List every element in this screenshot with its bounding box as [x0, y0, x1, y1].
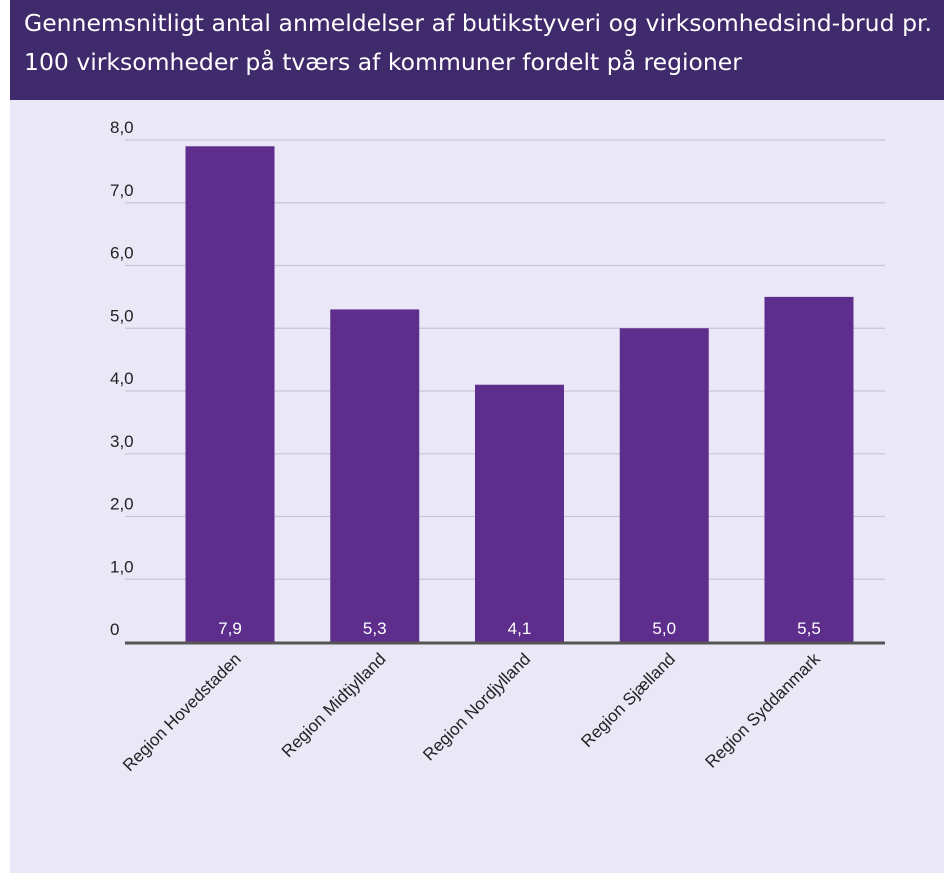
y-tick-label: 1,0	[110, 557, 134, 576]
x-category-label: Region Syddanmark	[701, 649, 824, 772]
bar[interactable]	[619, 328, 709, 642]
y-tick-label: 5,0	[110, 306, 134, 325]
bar-data-label: 5,0	[652, 619, 676, 638]
x-category-label: Region Sjælland	[577, 649, 679, 751]
y-tick-label: 6,0	[110, 244, 134, 263]
bar-data-label: 4,1	[508, 619, 532, 638]
bar-data-label: 7,9	[218, 619, 242, 638]
bar-data-label: 5,5	[797, 619, 821, 638]
bar-data-label: 5,3	[363, 619, 387, 638]
y-tick-label: 7,0	[110, 181, 134, 200]
y-tick-label: 3,0	[110, 432, 134, 451]
bar[interactable]	[764, 296, 854, 642]
y-tick-label: 2,0	[110, 495, 134, 514]
x-category-label: Region Nordjylland	[419, 649, 534, 764]
y-tick-label: 0	[110, 620, 119, 639]
y-tick-label: 4,0	[110, 369, 134, 388]
bar[interactable]	[185, 146, 275, 642]
bar[interactable]	[475, 384, 564, 642]
y-tick-label: 8,0	[110, 118, 134, 137]
bar[interactable]	[330, 309, 420, 642]
chart-title: Gennemsnitligt antal anmeldelser af buti…	[10, 0, 944, 100]
x-category-label: Region Midtjylland	[278, 649, 390, 761]
x-category-label: Region Hovedstaden	[119, 649, 245, 775]
